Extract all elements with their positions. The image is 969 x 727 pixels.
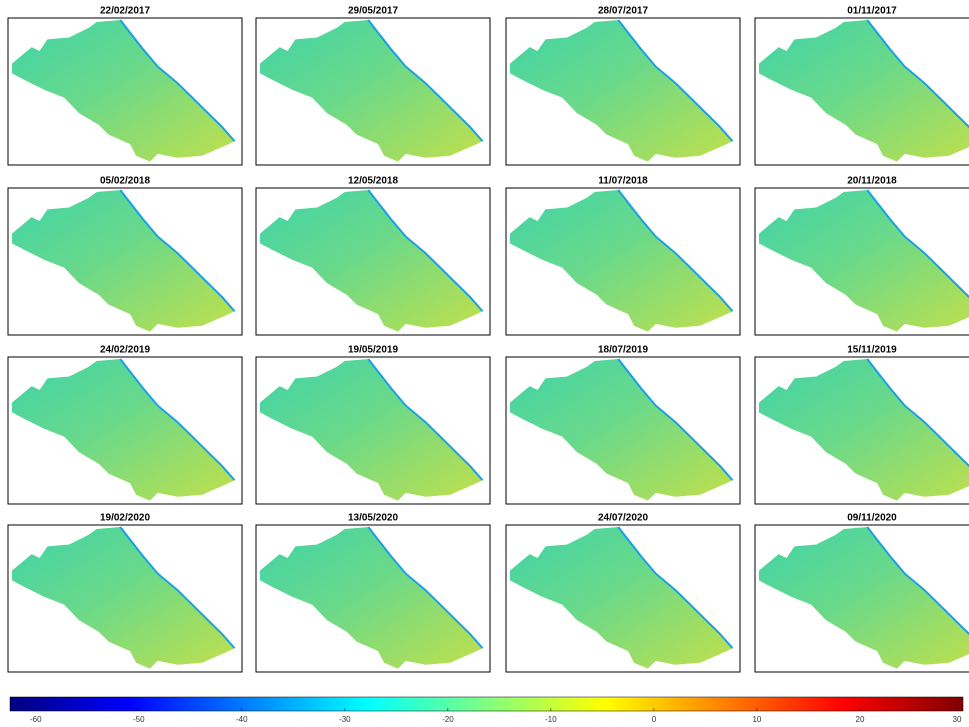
colorbar-tick-label: -50: [133, 715, 145, 724]
panel-title: 05/02/2018: [100, 176, 150, 187]
colorbar-tick-label: -60: [30, 715, 42, 724]
panel-title: 13/05/2020: [348, 513, 398, 524]
panel-title: 19/05/2019: [348, 345, 398, 356]
panel-title: 22/02/2017: [100, 6, 150, 17]
map-panel: 19/05/2019: [256, 345, 490, 504]
panel-title: 12/05/2018: [348, 176, 398, 187]
map-panel: 20/11/2018: [755, 176, 969, 335]
colorbar-tick-label: 0: [652, 715, 657, 724]
panel-title: 18/07/2019: [598, 345, 648, 356]
panel-title: 01/11/2017: [847, 6, 897, 17]
colorbar: [10, 697, 963, 711]
map-panel: 11/07/2018: [506, 176, 740, 335]
colorbar-tick-label: -10: [545, 715, 557, 724]
map-panel: 13/05/2020: [256, 513, 490, 672]
map-panel: 24/07/2020: [506, 513, 740, 672]
map-panel: 19/02/2020: [8, 513, 242, 672]
panel-title: 20/11/2018: [847, 176, 897, 187]
panel-title: 09/11/2020: [847, 513, 897, 524]
colorbar-tick-label: 20: [856, 715, 865, 724]
map-panel: 24/02/2019: [8, 345, 242, 504]
panel-title: 28/07/2017: [598, 6, 648, 17]
panel-title: 11/07/2018: [598, 176, 648, 187]
map-panel: 29/05/2017: [256, 6, 490, 165]
map-panel: 18/07/2019: [506, 345, 740, 504]
map-panel: 05/02/2018: [8, 176, 242, 335]
colorbar-tick-label: -30: [339, 715, 351, 724]
panel-title: 29/05/2017: [348, 6, 398, 17]
map-panel: 12/05/2018: [256, 176, 490, 335]
colorbar-tick-label: -20: [442, 715, 454, 724]
panel-title: 24/02/2019: [100, 345, 150, 356]
map-panel: 01/11/2017: [755, 6, 969, 165]
figure: 22/02/2017 29/05/2017 28/07/2017 01/11/2017…: [0, 0, 969, 727]
colorbar-tick-label: -40: [236, 715, 248, 724]
map-panel: 28/07/2017: [506, 6, 740, 165]
panel-title: 15/11/2019: [847, 345, 897, 356]
map-panel: 15/11/2019: [755, 345, 969, 504]
map-panel: 22/02/2017: [8, 6, 242, 165]
colorbar-tick-label: 10: [752, 715, 761, 724]
panel-title: 19/02/2020: [100, 513, 150, 524]
panel-title: 24/07/2020: [598, 513, 648, 524]
map-panel: 09/11/2020: [755, 513, 969, 672]
colorbar-tick-label: 30: [953, 715, 962, 724]
